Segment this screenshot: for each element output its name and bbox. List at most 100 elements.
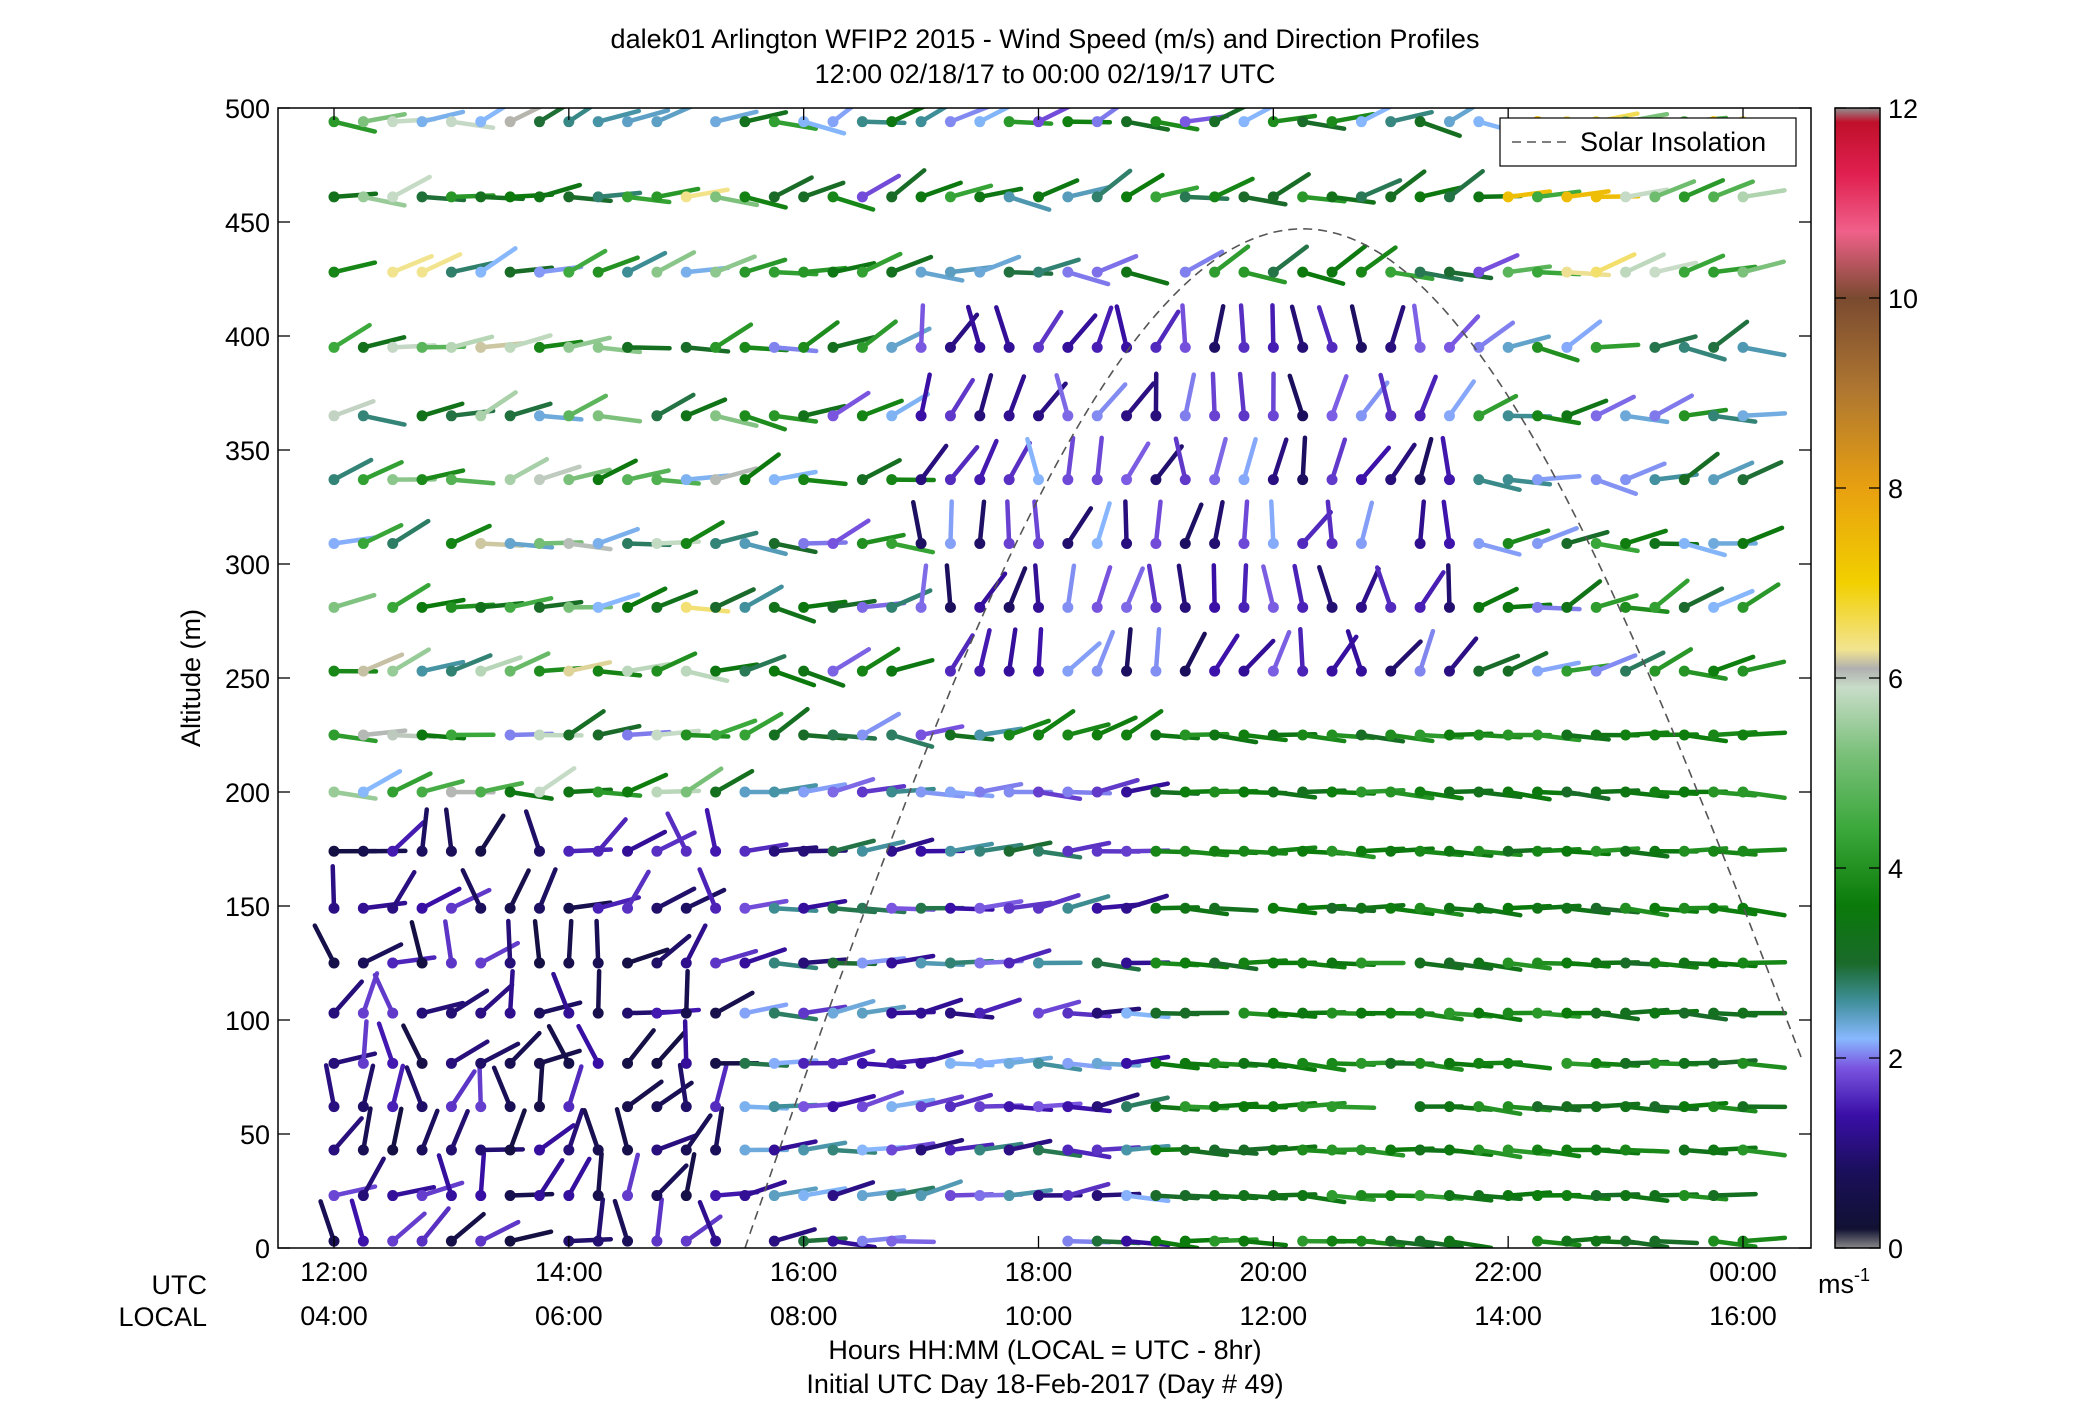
wind-barb	[886, 837, 935, 857]
colorbar-unit: ms-1	[1818, 1265, 1870, 1299]
wind-barb	[1033, 1101, 1083, 1113]
wind-barb	[312, 923, 340, 969]
wind-barb	[1678, 1190, 1729, 1202]
wind-barb	[944, 729, 995, 742]
wind-barb	[533, 1000, 583, 1019]
wind-barb	[1003, 1055, 1054, 1069]
wind-barb	[622, 468, 671, 486]
wind-barb	[1737, 1057, 1788, 1070]
wind-barb	[1179, 303, 1191, 353]
wind-barb	[475, 813, 506, 857]
wind-barb	[798, 957, 848, 969]
wind-barb	[1355, 178, 1403, 203]
wind-barb	[1267, 499, 1279, 549]
wind-barb	[651, 651, 698, 677]
wind-barb	[1532, 189, 1582, 203]
wind-barb	[798, 474, 848, 487]
wind-barb	[1649, 393, 1695, 422]
wind-barb	[533, 410, 584, 422]
wind-barb	[944, 1092, 994, 1113]
wind-barb	[1502, 334, 1552, 353]
wind-barb	[533, 1048, 582, 1069]
wind-barb	[475, 1144, 526, 1156]
wind-barb	[798, 1004, 848, 1019]
wind-barb	[1062, 266, 1111, 287]
wind-barb	[1033, 309, 1064, 353]
wind-barb	[1678, 1007, 1729, 1022]
utc-tick-label: 16:00	[770, 1257, 838, 1287]
wind-barb	[651, 1007, 702, 1019]
wind-barb	[622, 1079, 664, 1113]
wind-barb	[1473, 1007, 1523, 1023]
wind-barb	[1179, 1007, 1230, 1019]
wind-barb	[827, 729, 878, 741]
wind-barb	[710, 1106, 725, 1156]
wind-barb	[1441, 499, 1455, 549]
wind-barb	[1003, 566, 1028, 613]
wind-barb	[1062, 1181, 1111, 1202]
wind-barb	[974, 726, 1024, 741]
wind-barb	[1708, 460, 1755, 486]
wind-barb	[1502, 957, 1553, 971]
wind-barb	[1649, 334, 1698, 353]
wind-barb	[1443, 636, 1479, 677]
wind-barb	[1440, 435, 1455, 486]
wind-barb	[1561, 1190, 1611, 1202]
wind-barb	[1114, 304, 1133, 353]
wind-barb	[622, 947, 670, 969]
wind-barb	[965, 304, 986, 353]
wind-barb	[1091, 501, 1112, 549]
wind-barb	[1326, 374, 1349, 422]
wind-barb	[1033, 957, 1083, 969]
wind-barb	[1443, 957, 1494, 971]
wind-barb	[856, 1057, 907, 1069]
wind-barb	[1414, 266, 1464, 282]
wind-barb	[1590, 1144, 1641, 1156]
wind-barb	[944, 1142, 995, 1156]
wind-barb	[1443, 1190, 1494, 1203]
wind-barb	[1062, 840, 1112, 857]
wind-barb	[416, 659, 466, 677]
wind-barb	[827, 191, 876, 212]
wind-barb	[1062, 1057, 1112, 1071]
utc-tick-label: 20:00	[1240, 1257, 1308, 1287]
wind-barb	[1238, 191, 1288, 207]
wind-barb	[357, 652, 405, 677]
wind-barb	[1062, 185, 1111, 203]
wind-barb	[1414, 1235, 1464, 1248]
local-tick-label: 10:00	[1005, 1301, 1073, 1331]
wind-barb	[1267, 1057, 1318, 1073]
wind-barb	[1033, 786, 1083, 802]
wind-barb	[1238, 638, 1276, 677]
wind-barb	[1121, 381, 1156, 422]
wind-barb	[680, 968, 692, 1019]
wind-barb	[357, 460, 404, 486]
wind-barb	[651, 728, 701, 741]
wind-barb	[1561, 1235, 1611, 1247]
wind-barb	[1033, 1144, 1083, 1159]
wind-barb	[1326, 244, 1368, 278]
wind-barb	[1385, 109, 1434, 128]
wind-barb	[1316, 305, 1338, 353]
wind-barb	[1620, 1235, 1670, 1248]
wind-barb	[827, 598, 877, 613]
wind-barb	[1297, 1100, 1347, 1113]
wind-barb	[533, 108, 567, 128]
wind-barb	[1297, 957, 1347, 970]
wind-barb	[1532, 1235, 1582, 1248]
wind-barb	[1326, 191, 1376, 205]
wind-barb	[651, 474, 701, 486]
wind-barb	[798, 320, 840, 353]
wind-barb	[915, 1179, 963, 1202]
wind-barb	[1590, 902, 1641, 915]
wind-barb	[504, 1030, 542, 1069]
colorbar-tick-label: 6	[1888, 664, 1903, 694]
wind-barb	[622, 191, 672, 205]
wind-barb	[1062, 894, 1111, 914]
wind-barb	[563, 1107, 585, 1156]
wind-barb	[328, 729, 378, 744]
wind-barb	[1238, 266, 1288, 285]
wind-barb	[1737, 582, 1781, 613]
wind-barb	[1443, 266, 1494, 281]
wind-barb	[1179, 902, 1230, 917]
